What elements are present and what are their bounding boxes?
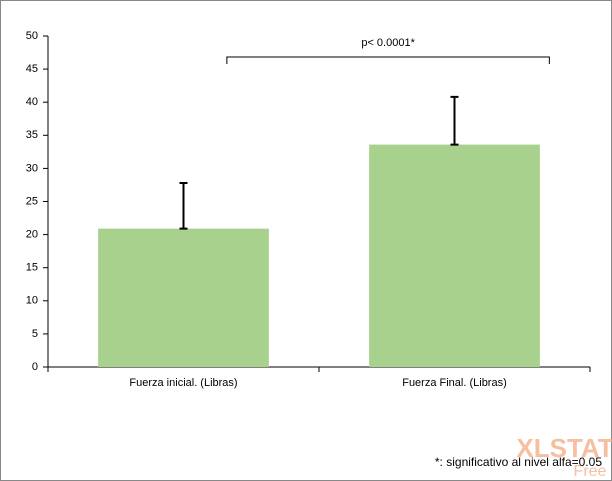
x-tick-label: Fuerza inicial. (Libras) (129, 377, 237, 389)
y-tick-label: 0 (32, 361, 38, 373)
bar (369, 144, 540, 367)
annotation: p< 0.0001* (361, 37, 415, 49)
y-tick-label: 15 (26, 262, 38, 274)
y-tick-label: 25 (26, 195, 38, 207)
y-tick-label: 50 (26, 30, 38, 42)
bar (98, 228, 269, 367)
watermark: XLSTAT (516, 433, 612, 463)
y-tick-label: 30 (26, 162, 38, 174)
y-tick-label: 5 (32, 328, 38, 340)
x-tick-label: Fuerza Final. (Libras) (402, 377, 507, 389)
y-tick-label: 40 (26, 96, 38, 108)
y-tick-label: 10 (26, 295, 38, 307)
error-bar (179, 181, 188, 230)
y-tick-label: 20 (26, 229, 38, 241)
error-bar (450, 95, 459, 146)
footnote: *: significativo al nivel alfa=0.05 (435, 455, 602, 469)
significance-bracket (226, 56, 550, 64)
y-tick-label: 35 (26, 129, 38, 141)
y-tick-label: 45 (26, 63, 38, 75)
watermark: Free (574, 463, 607, 480)
